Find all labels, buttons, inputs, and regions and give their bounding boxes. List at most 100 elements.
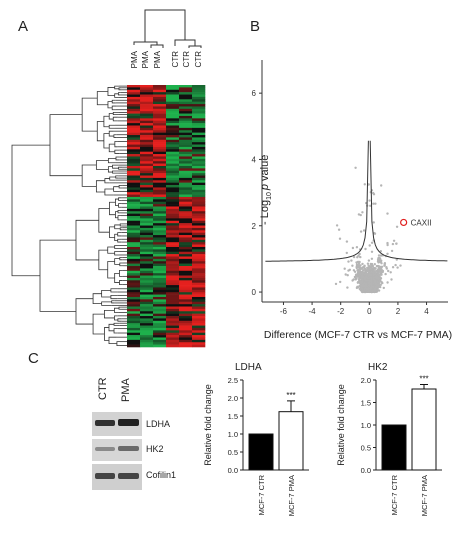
heatmap-cell (127, 280, 141, 283)
data-point (363, 265, 366, 268)
heatmap-cell (166, 92, 180, 95)
dendrogram-branch (111, 105, 117, 111)
data-point (376, 258, 380, 261)
dendrogram-branch (116, 341, 120, 346)
heatmap-cell (127, 301, 141, 305)
heatmap-cell (140, 220, 154, 224)
heatmap-cell (179, 258, 193, 262)
dendrogram-branch (39, 239, 76, 312)
heatmap-cell (179, 201, 193, 205)
heatmap-cell (127, 113, 141, 117)
data-point (375, 269, 378, 272)
blot-column-ctr: CTR (97, 377, 109, 400)
dendrogram-branch (119, 280, 123, 286)
heatmap-cell (179, 254, 193, 257)
heatmap-cell (127, 342, 141, 345)
heatmap-cell (153, 115, 167, 119)
data-point (366, 266, 369, 270)
data-point (337, 228, 341, 231)
heatmap-cell (140, 154, 154, 157)
heatmap-cell (127, 125, 141, 129)
data-point (364, 247, 367, 251)
heatmap-cell (192, 156, 206, 160)
heatmap-cell (179, 323, 193, 326)
y-axis-label: - Log10p value (259, 155, 273, 225)
heatmap-cell (140, 163, 154, 167)
heatmap-cell (140, 94, 154, 98)
heatmap-cell (140, 285, 154, 288)
ldha-bar (248, 433, 274, 471)
caxii-label: CAXII (411, 218, 432, 227)
heatmap-cell (179, 182, 193, 186)
heatmap-cell (127, 266, 141, 269)
heatmap-cell (179, 230, 193, 233)
heatmap-cell (127, 218, 141, 222)
heatmap-cell (179, 225, 193, 229)
heatmap-cell (127, 294, 141, 298)
dendrogram-branch (75, 219, 99, 261)
heatmap-cell (127, 158, 141, 162)
heatmap-cell (153, 294, 167, 298)
heatmap-cell (192, 327, 206, 331)
dendrogram-branch (119, 227, 123, 231)
heatmap-cell (140, 311, 154, 314)
heatmap-cell (166, 216, 180, 219)
heatmap-cell (153, 208, 167, 212)
volcano-points (334, 166, 402, 294)
heatmap-cell (179, 89, 193, 93)
heatmap-cell (153, 158, 167, 162)
ldha-y-tick-label: 2.0 (228, 394, 238, 403)
heatmap-cell (166, 337, 180, 341)
heatmap-cell (179, 216, 193, 219)
heatmap-cell (179, 299, 193, 303)
dendrogram-branch (109, 201, 116, 216)
heatmap-cell (140, 87, 154, 91)
heatmap-cell (140, 192, 154, 195)
heatmap-cell (127, 96, 141, 100)
heatmap-cell (166, 142, 180, 145)
heatmap-cell (153, 316, 167, 319)
data-point (343, 267, 346, 270)
heatmap-cell (153, 113, 167, 117)
data-point (351, 264, 354, 267)
data-point (353, 275, 357, 279)
data-point (367, 259, 371, 262)
heatmap-cell (179, 256, 193, 260)
heatmap-cell (179, 170, 193, 174)
heatmap-cell (140, 323, 154, 326)
dendrogram-branch (117, 232, 122, 237)
blot-band-ldha-ctr (95, 420, 115, 426)
heatmap-cell (166, 123, 180, 126)
data-point (379, 283, 382, 286)
heatmap-cell (153, 154, 167, 157)
dendrogram-branch (101, 301, 112, 306)
heatmap-cell (140, 149, 154, 152)
data-point (376, 273, 380, 276)
heatmap-cell (127, 289, 141, 293)
data-point (372, 278, 375, 281)
heatmap-cell (153, 242, 167, 245)
panel-label-c: C (28, 350, 39, 367)
heatmap-cell (153, 225, 167, 229)
heatmap-cell (179, 249, 193, 253)
heatmap-cell (153, 308, 167, 312)
heatmap-cell (140, 106, 154, 110)
heatmap-cell (127, 194, 141, 198)
heatmap-cell (179, 139, 193, 143)
data-point (355, 246, 359, 249)
ldha-ylabel: Relative fold change (203, 384, 213, 466)
heatmap-cell (140, 289, 154, 293)
data-point (370, 280, 373, 283)
heatmap-cell (179, 337, 193, 341)
heatmap-cell (140, 258, 154, 262)
heatmap-cell (153, 266, 167, 269)
data-point (369, 204, 372, 207)
heatmap-cell (179, 92, 193, 95)
heatmap-cell (127, 175, 141, 179)
heatmap-cell (166, 94, 180, 98)
data-point (379, 254, 383, 257)
heatmap-cell (140, 225, 154, 229)
heatmap-cell (166, 120, 180, 124)
dendrogram-branch (111, 99, 116, 104)
data-point (376, 281, 379, 284)
